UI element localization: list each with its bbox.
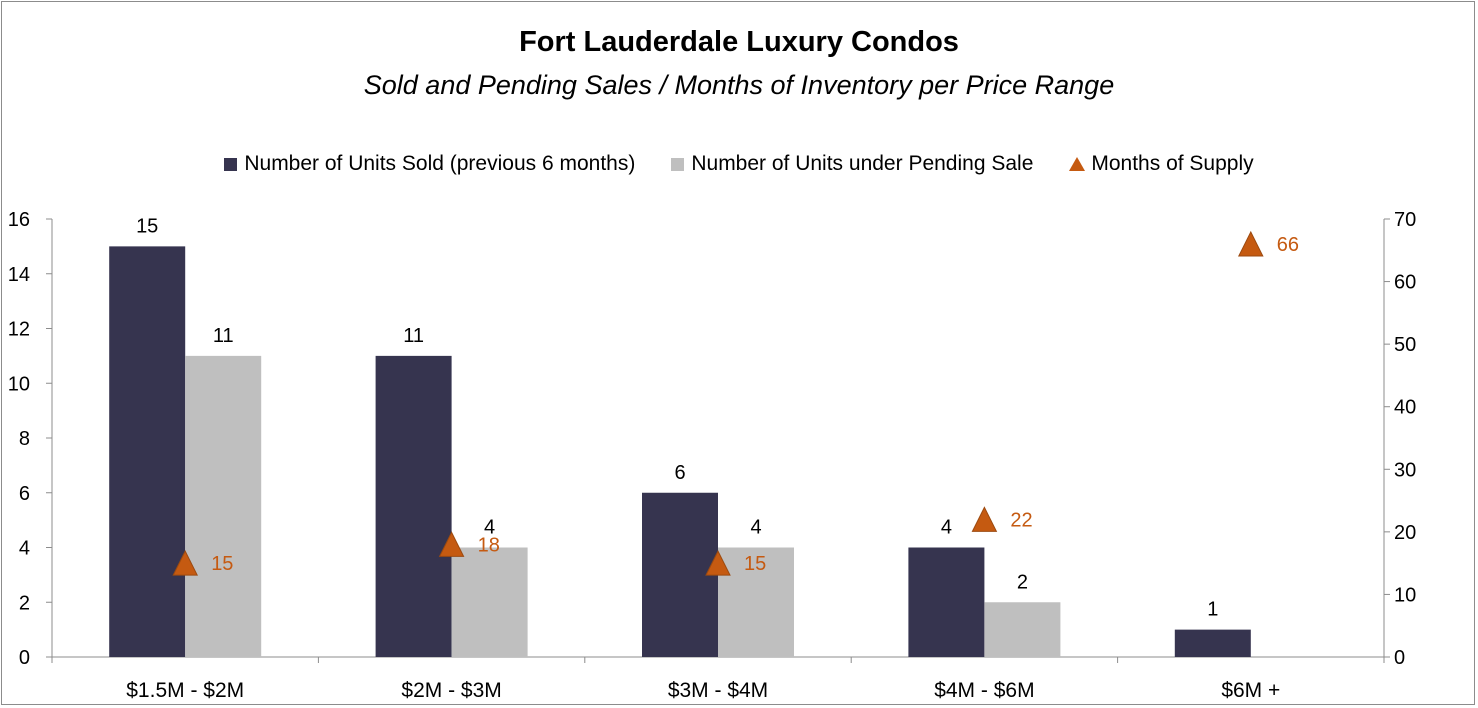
marker-supply	[971, 506, 998, 532]
legend-swatch-supply	[1069, 157, 1086, 171]
chart-legend: Number of Units Sold (previous 6 months)…	[0, 150, 1478, 178]
left-tick-label: 16	[8, 209, 30, 231]
right-tick-label: 0	[1394, 647, 1405, 669]
right-tick-label: 20	[1394, 522, 1416, 544]
bar-sold	[642, 492, 718, 657]
right-tick-label: 50	[1394, 334, 1416, 356]
data-label-pending: 4	[750, 517, 761, 539]
left-tick-label: 8	[19, 428, 30, 450]
legend-label-supply: Months of Supply	[1091, 152, 1254, 175]
legend-item-pending: Number of Units under Pending Sale	[671, 152, 1033, 176]
right-tick-label: 70	[1394, 209, 1416, 231]
legend-item-sold: Number of Units Sold (previous 6 months)	[224, 152, 635, 176]
chart-title: Fort Lauderdale Luxury Condos	[519, 26, 959, 58]
bar-sold	[375, 355, 452, 657]
marker-supply	[438, 531, 465, 557]
data-label-pending: 4	[484, 517, 495, 539]
left-tick-label: 2	[19, 592, 30, 614]
right-tick-label: 30	[1394, 459, 1416, 481]
x-tick-label: $1.5M - $2M	[126, 679, 244, 702]
left-tick-label: 14	[8, 264, 30, 286]
left-tick-label: 10	[8, 373, 30, 395]
data-label-supply: 15	[744, 553, 766, 575]
data-label-sold: 6	[674, 462, 685, 484]
bar-pending	[718, 547, 794, 657]
data-label-sold: 1	[1207, 599, 1218, 621]
left-tick-label: 12	[8, 319, 30, 341]
x-tick-label: $4M - $6M	[934, 679, 1034, 702]
data-label-supply: 22	[1010, 509, 1032, 531]
data-label-supply: 18	[478, 534, 500, 556]
x-tick-label: $2M - $3M	[401, 679, 501, 702]
bar-pending	[185, 355, 262, 657]
data-label-supply: 66	[1277, 234, 1299, 256]
x-tick-label: $6M +	[1221, 679, 1280, 702]
x-tick-label: $3M - $4M	[668, 679, 768, 702]
bar-pending	[451, 547, 528, 657]
data-label-sold: 4	[941, 517, 952, 539]
marker-supply	[705, 550, 731, 576]
bar-sold	[109, 246, 186, 657]
left-tick-label: 4	[19, 538, 30, 560]
marker-supply	[172, 550, 199, 576]
legend-label-sold: Number of Units Sold (previous 6 months)	[244, 152, 636, 175]
bar-sold	[1174, 629, 1251, 657]
data-label-sold: 11	[403, 325, 424, 347]
data-label-pending: 2	[1017, 571, 1028, 593]
legend-label-pending: Number of Units under Pending Sale	[691, 152, 1034, 175]
bar-pending	[984, 602, 1061, 657]
legend-item-supply: Months of Supply	[1069, 152, 1254, 176]
right-tick-label: 10	[1394, 584, 1416, 606]
legend-swatch-pending	[671, 157, 685, 171]
data-label-sold: 15	[136, 215, 158, 237]
data-label-pending: 11	[213, 325, 234, 347]
right-tick-label: 40	[1394, 397, 1416, 419]
bar-sold	[908, 547, 985, 657]
left-tick-label: 0	[19, 647, 30, 669]
legend-swatch-sold	[224, 157, 238, 171]
chart-subtitle: Sold and Pending Sales / Months of Inven…	[363, 70, 1115, 100]
data-label-supply: 15	[211, 553, 233, 575]
left-tick-label: 6	[19, 483, 30, 505]
marker-supply	[1237, 230, 1264, 257]
right-tick-label: 60	[1394, 272, 1416, 294]
